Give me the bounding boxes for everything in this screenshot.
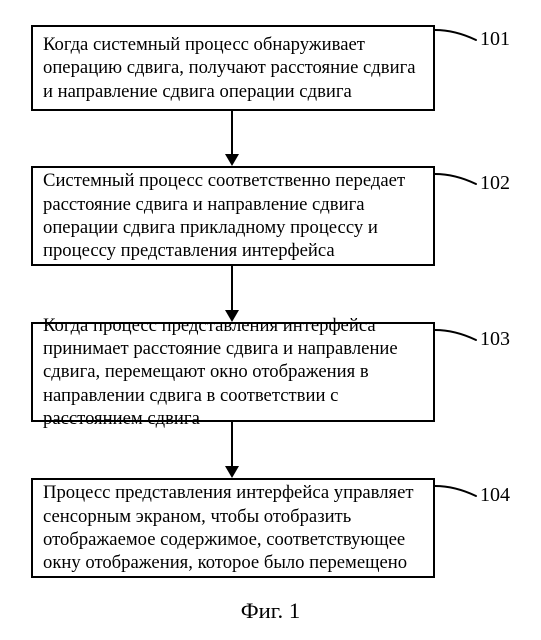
step-101-leader	[432, 27, 479, 43]
step-102-box: Системный процесс соответственно передае…	[31, 166, 435, 266]
step-103-text: Когда процесс представления интерфейса п…	[43, 314, 423, 431]
step-101-text: Когда системный процесс обнаруживает опе…	[43, 33, 423, 103]
step-101-box: Когда системный процесс обнаруживает опе…	[31, 25, 435, 111]
arrow-step-101-to-step-102-shaft	[231, 111, 233, 154]
step-102-text: Системный процесс соответственно передае…	[43, 169, 423, 262]
step-102-label: 102	[480, 172, 510, 195]
step-103-label: 103	[480, 328, 510, 351]
arrow-step-103-to-step-104-head	[225, 466, 239, 478]
flowchart-canvas: Когда системный процесс обнаруживает опе…	[0, 0, 541, 640]
step-104-leader	[432, 483, 479, 499]
figure-caption: Фиг. 1	[0, 598, 541, 624]
step-101-label: 101	[480, 28, 510, 51]
step-103-box: Когда процесс представления интерфейса п…	[31, 322, 435, 422]
arrow-step-101-to-step-102-head	[225, 154, 239, 166]
step-104-box: Процесс представления интерфейса управля…	[31, 478, 435, 578]
step-102-leader	[432, 171, 479, 187]
step-103-leader	[432, 327, 479, 343]
arrow-step-103-to-step-104-shaft	[231, 422, 233, 466]
step-104-text: Процесс представления интерфейса управля…	[43, 481, 423, 574]
arrow-step-102-to-step-103-shaft	[231, 266, 233, 310]
step-104-label: 104	[480, 484, 510, 507]
arrow-step-102-to-step-103-head	[225, 310, 239, 322]
